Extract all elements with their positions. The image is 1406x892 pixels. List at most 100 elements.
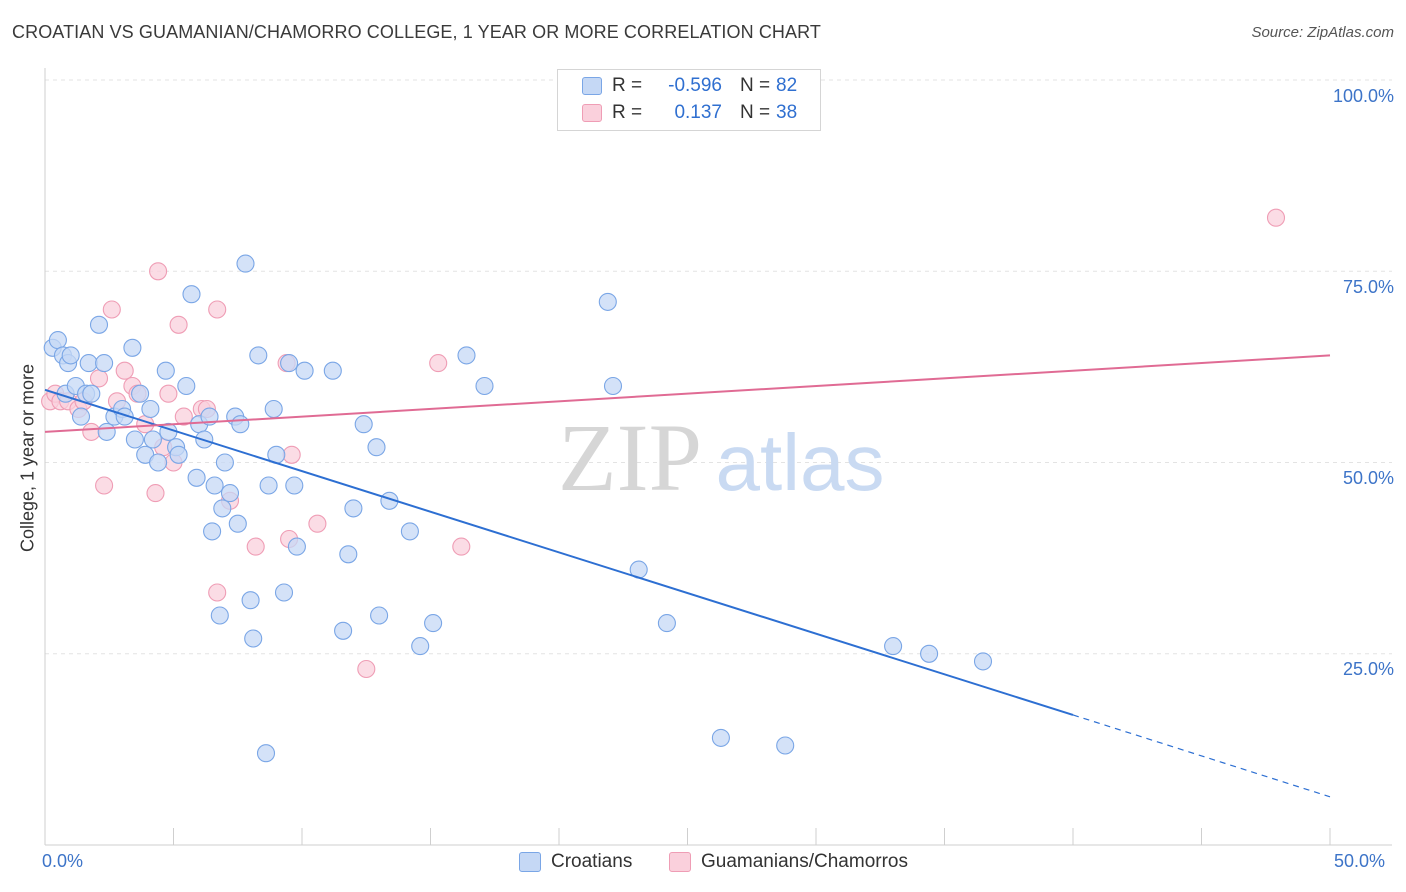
data-point: [215, 453, 234, 472]
data-point: [156, 361, 175, 380]
legend-label: Croatians: [551, 851, 633, 872]
data-point: [429, 354, 448, 373]
data-point: [174, 407, 193, 426]
data-point: [367, 438, 386, 457]
data-point: [339, 545, 358, 564]
r-label: R =: [612, 75, 643, 96]
croatian-trend-extension: [1072, 714, 1331, 798]
data-point: [169, 315, 188, 334]
data-point: [264, 399, 283, 419]
data-point: [295, 361, 314, 380]
trend-lines: [44, 354, 1331, 798]
data-point: [71, 407, 91, 426]
data-point: [228, 514, 247, 533]
r-value: -0.596: [668, 75, 722, 96]
data-point: [82, 384, 101, 403]
data-point: [79, 354, 98, 373]
data-point: [149, 262, 168, 281]
data-point: [256, 744, 276, 763]
data-point: [97, 422, 116, 441]
data-point: [123, 338, 142, 357]
data-point: [475, 376, 494, 396]
data-point: [370, 606, 389, 625]
data-point: [323, 361, 342, 380]
data-point: [280, 354, 299, 373]
data-point: [231, 415, 250, 434]
y-tick-label: 75.0%: [1342, 277, 1394, 297]
legend-swatch-pink: [582, 104, 602, 122]
data-point: [424, 614, 443, 633]
chart-title: CROATIAN VS GUAMANIAN/CHAMORRO COLLEGE, …: [12, 22, 821, 42]
data-point: [187, 468, 206, 487]
data-point: [131, 384, 150, 403]
data-point: [241, 591, 260, 610]
data-point: [452, 537, 471, 556]
data-point: [115, 407, 134, 426]
data-point: [246, 537, 265, 556]
data-point: [89, 315, 109, 334]
n-value: 82: [776, 75, 798, 96]
data-point: [711, 728, 730, 747]
data-point: [308, 514, 327, 533]
x-tick-label: 50.0%: [1334, 851, 1386, 871]
data-point: [287, 537, 306, 556]
bottom-legend-croatians: Croatians: [519, 851, 632, 873]
data-point: [82, 422, 101, 441]
source-label: Source: ZipAtlas.com: [1251, 24, 1394, 41]
bottom-legend-guamanians: Guamanians/Chamorros: [669, 851, 908, 873]
legend-row-guamanians: R = 0.137 N = 38: [582, 102, 797, 124]
data-point: [61, 346, 80, 365]
data-point: [169, 445, 188, 464]
data-point: [776, 736, 795, 755]
r-value: 0.137: [674, 102, 722, 123]
data-point: [95, 354, 114, 373]
data-point: [344, 499, 363, 518]
data-point: [282, 445, 301, 464]
data-point: [203, 522, 222, 541]
legend-swatch-blue: [582, 77, 602, 95]
correlation-legend: R = -0.596 N = 82 R = 0.137 N = 38: [557, 69, 821, 131]
data-point: [884, 637, 903, 656]
data-point: [102, 300, 121, 319]
legend-swatch-blue: [519, 852, 541, 872]
data-point: [411, 637, 430, 656]
n-label: N =: [740, 102, 771, 123]
legend-row-croatians: R = -0.596 N = 82: [582, 75, 797, 97]
data-point: [89, 369, 109, 388]
legend-label: Guamanians/Chamorros: [701, 851, 908, 872]
data-point: [357, 659, 376, 679]
data-point: [95, 476, 114, 495]
data-point: [285, 476, 304, 495]
data-point: [213, 499, 232, 518]
y-axis-label: College, 1 year or more: [17, 363, 38, 553]
data-point: [457, 346, 476, 365]
data-point: [48, 331, 67, 350]
y-tick-label: 100.0%: [1332, 86, 1394, 106]
data-point: [146, 484, 165, 503]
data-point: [210, 606, 229, 625]
data-point: [603, 376, 623, 396]
data-point: [400, 522, 419, 541]
y-tick-label: 25.0%: [1342, 659, 1394, 679]
data-point: [208, 583, 227, 602]
data-point: [141, 399, 160, 419]
data-point: [177, 376, 196, 396]
data-point: [598, 292, 617, 311]
data-point: [125, 430, 144, 449]
data-point: [274, 583, 294, 602]
croatian-trend-line: [44, 388, 1074, 716]
data-point: [236, 254, 255, 273]
data-point: [208, 300, 227, 319]
data-point: [354, 415, 373, 434]
data-point: [334, 621, 353, 640]
data-point: [159, 384, 178, 403]
legend-swatch-pink: [669, 852, 691, 872]
data-point: [244, 629, 263, 648]
data-point: [259, 476, 278, 495]
guamanian-trend-line: [44, 354, 1331, 433]
data-point: [249, 346, 268, 365]
data-point: [115, 361, 134, 380]
data-point: [220, 484, 240, 503]
data-point: [1266, 208, 1286, 227]
